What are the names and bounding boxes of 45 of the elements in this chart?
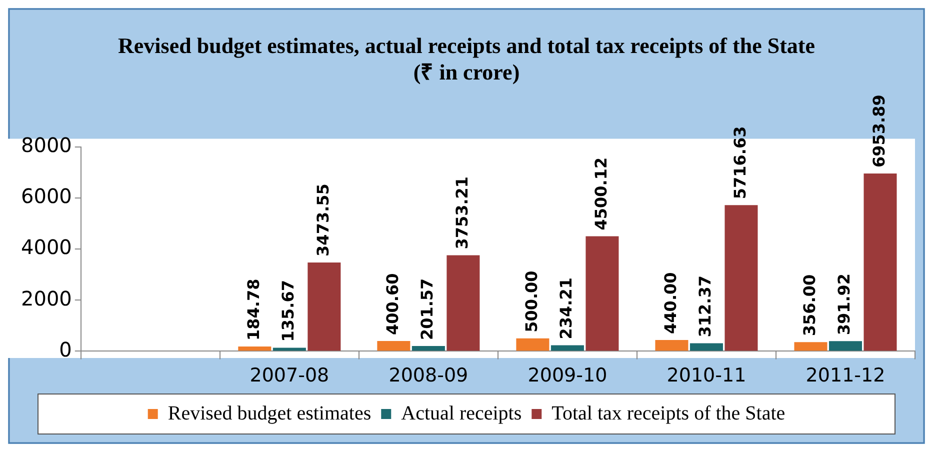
y-tick-label: 6000 <box>20 184 72 208</box>
data-label: 234.21 <box>556 277 576 340</box>
data-label: 201.57 <box>418 278 437 340</box>
bar <box>238 346 272 351</box>
data-label: 356.00 <box>800 274 819 336</box>
bar <box>377 340 410 351</box>
y-tick-label: 4000 <box>20 235 72 260</box>
x-tick-label: 2011-12 <box>806 364 886 387</box>
y-tick-label: 0 <box>59 337 72 362</box>
data-label: 5716.63 <box>730 126 750 200</box>
x-tick-label: 2007-08 <box>250 364 330 387</box>
x-tick-label: 2010-11 <box>666 364 746 387</box>
chart-title: Revised budget estimates, actual receipts and total tax receipts of the State <box>118 32 816 58</box>
bar <box>446 255 480 351</box>
data-label: 4500.12 <box>591 157 610 230</box>
bar <box>550 345 584 351</box>
bar <box>828 341 862 351</box>
legend-label: Revised budget estimates <box>168 402 372 424</box>
x-tick-label: 2009-10 <box>528 364 608 387</box>
chart-subtitle: (₹ in crore) <box>413 59 520 84</box>
data-label: 440.00 <box>660 272 680 334</box>
bar <box>272 348 306 351</box>
data-label: 6953.89 <box>869 94 888 168</box>
bar <box>412 346 445 351</box>
y-tick-label: 8000 <box>20 133 72 158</box>
y-tick-label: 2000 <box>20 286 72 310</box>
data-label: 3473.55 <box>313 184 332 256</box>
data-label: 391.92 <box>834 273 854 336</box>
legend-label: Total tax receipts of the State <box>552 402 786 424</box>
data-label: 184.78 <box>244 278 263 340</box>
bar <box>794 342 828 351</box>
x-tick-label: 2008-09 <box>388 364 468 387</box>
data-label: 500.00 <box>522 270 541 332</box>
bar <box>724 205 758 351</box>
data-label: 3753.21 <box>452 176 472 250</box>
bar <box>586 236 619 351</box>
bar <box>308 262 341 351</box>
bar <box>690 343 723 351</box>
bar <box>655 340 688 351</box>
data-label: 135.67 <box>278 280 298 342</box>
data-label: 312.37 <box>696 275 715 338</box>
bar <box>864 174 897 351</box>
bar <box>516 338 550 351</box>
data-label: 400.60 <box>382 273 402 335</box>
legend-label: Actual receipts <box>401 402 522 424</box>
